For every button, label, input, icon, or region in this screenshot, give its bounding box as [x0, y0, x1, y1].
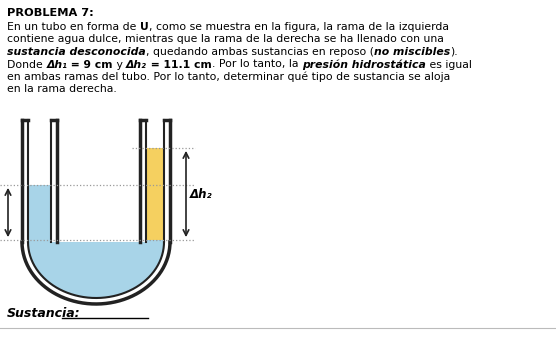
Polygon shape [146, 148, 164, 240]
Text: y: y [113, 60, 126, 69]
Polygon shape [146, 240, 164, 242]
Text: = 11.1 cm: = 11.1 cm [147, 60, 212, 69]
Polygon shape [28, 242, 164, 298]
Text: Δh₂: Δh₂ [126, 60, 147, 69]
Text: en ambas ramas del tubo. Por lo tanto, determinar qué tipo de sustancia se aloja: en ambas ramas del tubo. Por lo tanto, d… [7, 72, 450, 83]
Text: . Por lo tanto, la: . Por lo tanto, la [212, 60, 301, 69]
Text: sustancia desconocida: sustancia desconocida [7, 47, 146, 57]
Text: en la rama derecha.: en la rama derecha. [7, 85, 117, 94]
Text: En un tubo en forma de: En un tubo en forma de [7, 22, 140, 32]
Text: contiene agua dulce, mientras que la rama de la derecha se ha llenado con una: contiene agua dulce, mientras que la ram… [7, 34, 444, 44]
Polygon shape [22, 120, 170, 304]
Polygon shape [28, 185, 51, 242]
Text: , quedando ambas sustancias en reposo (: , quedando ambas sustancias en reposo ( [146, 47, 374, 57]
Text: no miscibles: no miscibles [374, 47, 450, 57]
Text: PROBLEMA 7:: PROBLEMA 7: [7, 8, 94, 18]
Text: Δh₁: Δh₁ [46, 60, 67, 69]
Text: = 9 cm: = 9 cm [67, 60, 113, 69]
Text: es igual: es igual [425, 60, 471, 69]
Text: U: U [140, 22, 148, 32]
Text: , como se muestra en la figura, la rama de la izquierda: , como se muestra en la figura, la rama … [148, 22, 449, 32]
Text: Donde: Donde [7, 60, 46, 69]
Text: Δh₂: Δh₂ [190, 187, 212, 201]
Polygon shape [146, 148, 164, 240]
Text: presión hidrostática: presión hidrostática [301, 60, 425, 70]
Polygon shape [28, 185, 51, 242]
Text: ).: ). [450, 47, 458, 57]
Text: Sustancia:: Sustancia: [7, 307, 81, 320]
Polygon shape [146, 240, 164, 242]
Polygon shape [28, 242, 164, 298]
